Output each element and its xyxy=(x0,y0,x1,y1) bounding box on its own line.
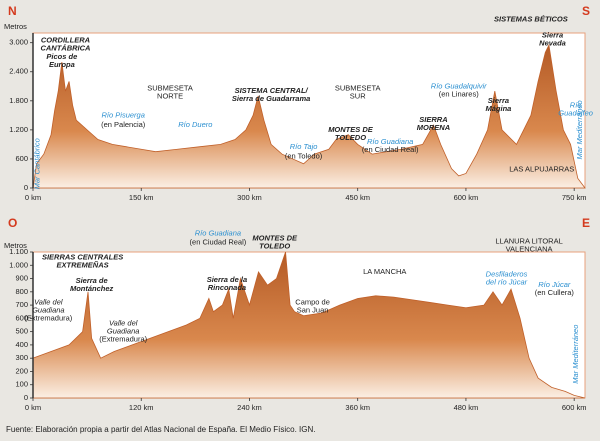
annotation: SISTEMA CENTRAL/ xyxy=(235,86,309,95)
annotation: Montánchez xyxy=(70,284,114,293)
y-tick-label: 2.400 xyxy=(9,67,28,76)
annotation: Nevada xyxy=(539,38,566,47)
source: Fuente: Elaboración propia a partir del … xyxy=(6,425,316,434)
y-tick-label: 400 xyxy=(15,340,28,349)
annotation: NORTE xyxy=(157,92,183,101)
annotation: Guadalfeo xyxy=(558,109,593,118)
annotation: Río Pisuerga xyxy=(102,110,145,119)
direction-end: E xyxy=(582,216,590,230)
y-tick-label: 3.000 xyxy=(9,38,28,47)
y-tick-label: 0 xyxy=(24,393,28,402)
annotation: SUBMESETA xyxy=(147,84,193,93)
annotation: Mar Mediterráneo xyxy=(575,100,584,159)
annotation: Río Tajo xyxy=(290,142,318,151)
y-axis-label: Metros xyxy=(4,22,27,31)
y-tick-label: 200 xyxy=(15,366,28,375)
annotation: LA MANCHA xyxy=(363,267,406,276)
annotation: Río Guadalquivir xyxy=(431,81,487,90)
annotation: MORENA xyxy=(417,123,450,132)
direction-start: O xyxy=(8,216,17,230)
annotation: SUBMESETA xyxy=(335,84,381,93)
annotation: Río Duero xyxy=(178,120,212,129)
annotation: Guadiana xyxy=(107,327,140,336)
y-tick-label: 900 xyxy=(15,274,28,283)
annotation: Europa xyxy=(49,60,75,69)
y-tick-label: 600 xyxy=(15,154,28,163)
annotation: Sierra de Guadarrama xyxy=(232,94,310,103)
annotation: TOLEDO xyxy=(259,242,290,251)
x-tick-label: 0 km xyxy=(25,403,41,412)
x-tick-label: 0 km xyxy=(25,193,41,202)
annotation: (en Linares) xyxy=(439,90,480,99)
y-tick-label: 1.100 xyxy=(9,247,28,256)
annotation: Río Guadiana xyxy=(195,228,241,237)
x-tick-label: 450 km xyxy=(345,193,370,202)
x-tick-label: 150 km xyxy=(129,193,154,202)
y-tick-label: 600 xyxy=(15,313,28,322)
annotation: del río Júcar xyxy=(486,278,528,287)
y-tick-label: 700 xyxy=(15,300,28,309)
annotation: Mar Cantábrico xyxy=(32,138,41,189)
annotation: LLANURA LITORAL xyxy=(495,236,562,245)
annotation: Rinconada xyxy=(208,283,246,292)
annotation: Mar Mediterráneo xyxy=(571,325,580,384)
annotation: EXTREMEÑAS xyxy=(57,260,109,269)
annotation: VALENCIANA xyxy=(506,244,553,253)
direction-start: N xyxy=(8,4,17,18)
annotation: (Extremadura) xyxy=(24,313,72,322)
elevation-area xyxy=(32,43,586,189)
annotation: CORDILLERA xyxy=(41,35,90,44)
annotation: (en Cullera) xyxy=(535,288,575,297)
annotation: MONTES DE xyxy=(252,234,298,243)
y-tick-label: 1.200 xyxy=(9,125,28,134)
annotation: SIERRAS CENTRALES xyxy=(42,252,123,261)
x-tick-label: 600 km xyxy=(454,193,479,202)
annotation: Valle del xyxy=(109,319,138,328)
y-tick-label: 100 xyxy=(15,380,28,389)
annotation: Sierra xyxy=(542,30,563,39)
annotation: Río Júcar xyxy=(538,280,571,289)
y-axis-label: Metros xyxy=(4,241,27,250)
annotation: (en Palencia) xyxy=(101,120,146,129)
x-tick-label: 300 km xyxy=(237,193,262,202)
annotation: LAS ALPUJARRAS xyxy=(509,165,574,174)
annotation: Mágina xyxy=(485,104,511,113)
annotation: Sierra xyxy=(488,96,509,105)
x-tick-label: 600 km xyxy=(562,403,587,412)
x-tick-label: 480 km xyxy=(454,403,479,412)
x-tick-label: 120 km xyxy=(129,403,154,412)
annotation: Picos de xyxy=(46,52,77,61)
x-tick-label: 240 km xyxy=(237,403,262,412)
annotation: Valle del xyxy=(34,297,63,306)
annotation: Campo de xyxy=(295,297,330,306)
x-tick-label: 750 km xyxy=(562,193,587,202)
annotation: CANTÁBRICA xyxy=(40,43,90,52)
annotation: (en Ciudad Real) xyxy=(362,145,419,154)
annotation: MONTES DE xyxy=(328,125,374,134)
y-tick-label: 500 xyxy=(15,327,28,336)
annotation: SUR xyxy=(350,92,366,101)
annotation: Sierra de xyxy=(76,276,108,285)
annotation: (Extremadura) xyxy=(99,335,147,344)
x-tick-label: 360 km xyxy=(345,403,370,412)
annotation: (en Ciudad Real) xyxy=(190,238,247,247)
annotation: SISTEMAS BÉTICOS xyxy=(494,14,568,23)
annotation: San Juan xyxy=(297,305,329,314)
y-tick-label: 1.800 xyxy=(9,96,28,105)
y-tick-label: 300 xyxy=(15,353,28,362)
annotation: Desfiladeros xyxy=(486,270,528,279)
direction-end: S xyxy=(582,4,590,18)
y-tick-label: 800 xyxy=(15,287,28,296)
annotation: (en Toledo) xyxy=(285,152,323,161)
annotation: Sierra de la xyxy=(207,275,247,284)
annotation: Guadiana xyxy=(32,305,65,314)
annotation: Río Guadiana xyxy=(367,137,413,146)
y-tick-label: 1.000 xyxy=(9,260,28,269)
y-tick-label: 0 xyxy=(24,183,28,192)
elevation-area xyxy=(32,251,586,399)
annotation: TOLEDO xyxy=(335,133,366,142)
annotation: Río xyxy=(570,101,582,110)
annotation: SIERRA xyxy=(419,115,447,124)
